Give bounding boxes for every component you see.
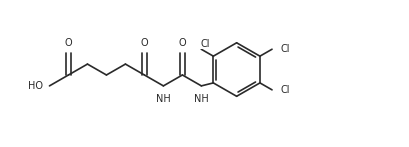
Text: Cl: Cl — [280, 85, 290, 95]
Text: NH: NH — [156, 94, 171, 104]
Text: O: O — [65, 38, 72, 48]
Text: O: O — [141, 38, 148, 48]
Text: HO: HO — [29, 81, 43, 91]
Text: NH: NH — [194, 94, 209, 104]
Text: Cl: Cl — [280, 44, 290, 54]
Text: O: O — [179, 38, 186, 48]
Text: Cl: Cl — [200, 39, 210, 49]
